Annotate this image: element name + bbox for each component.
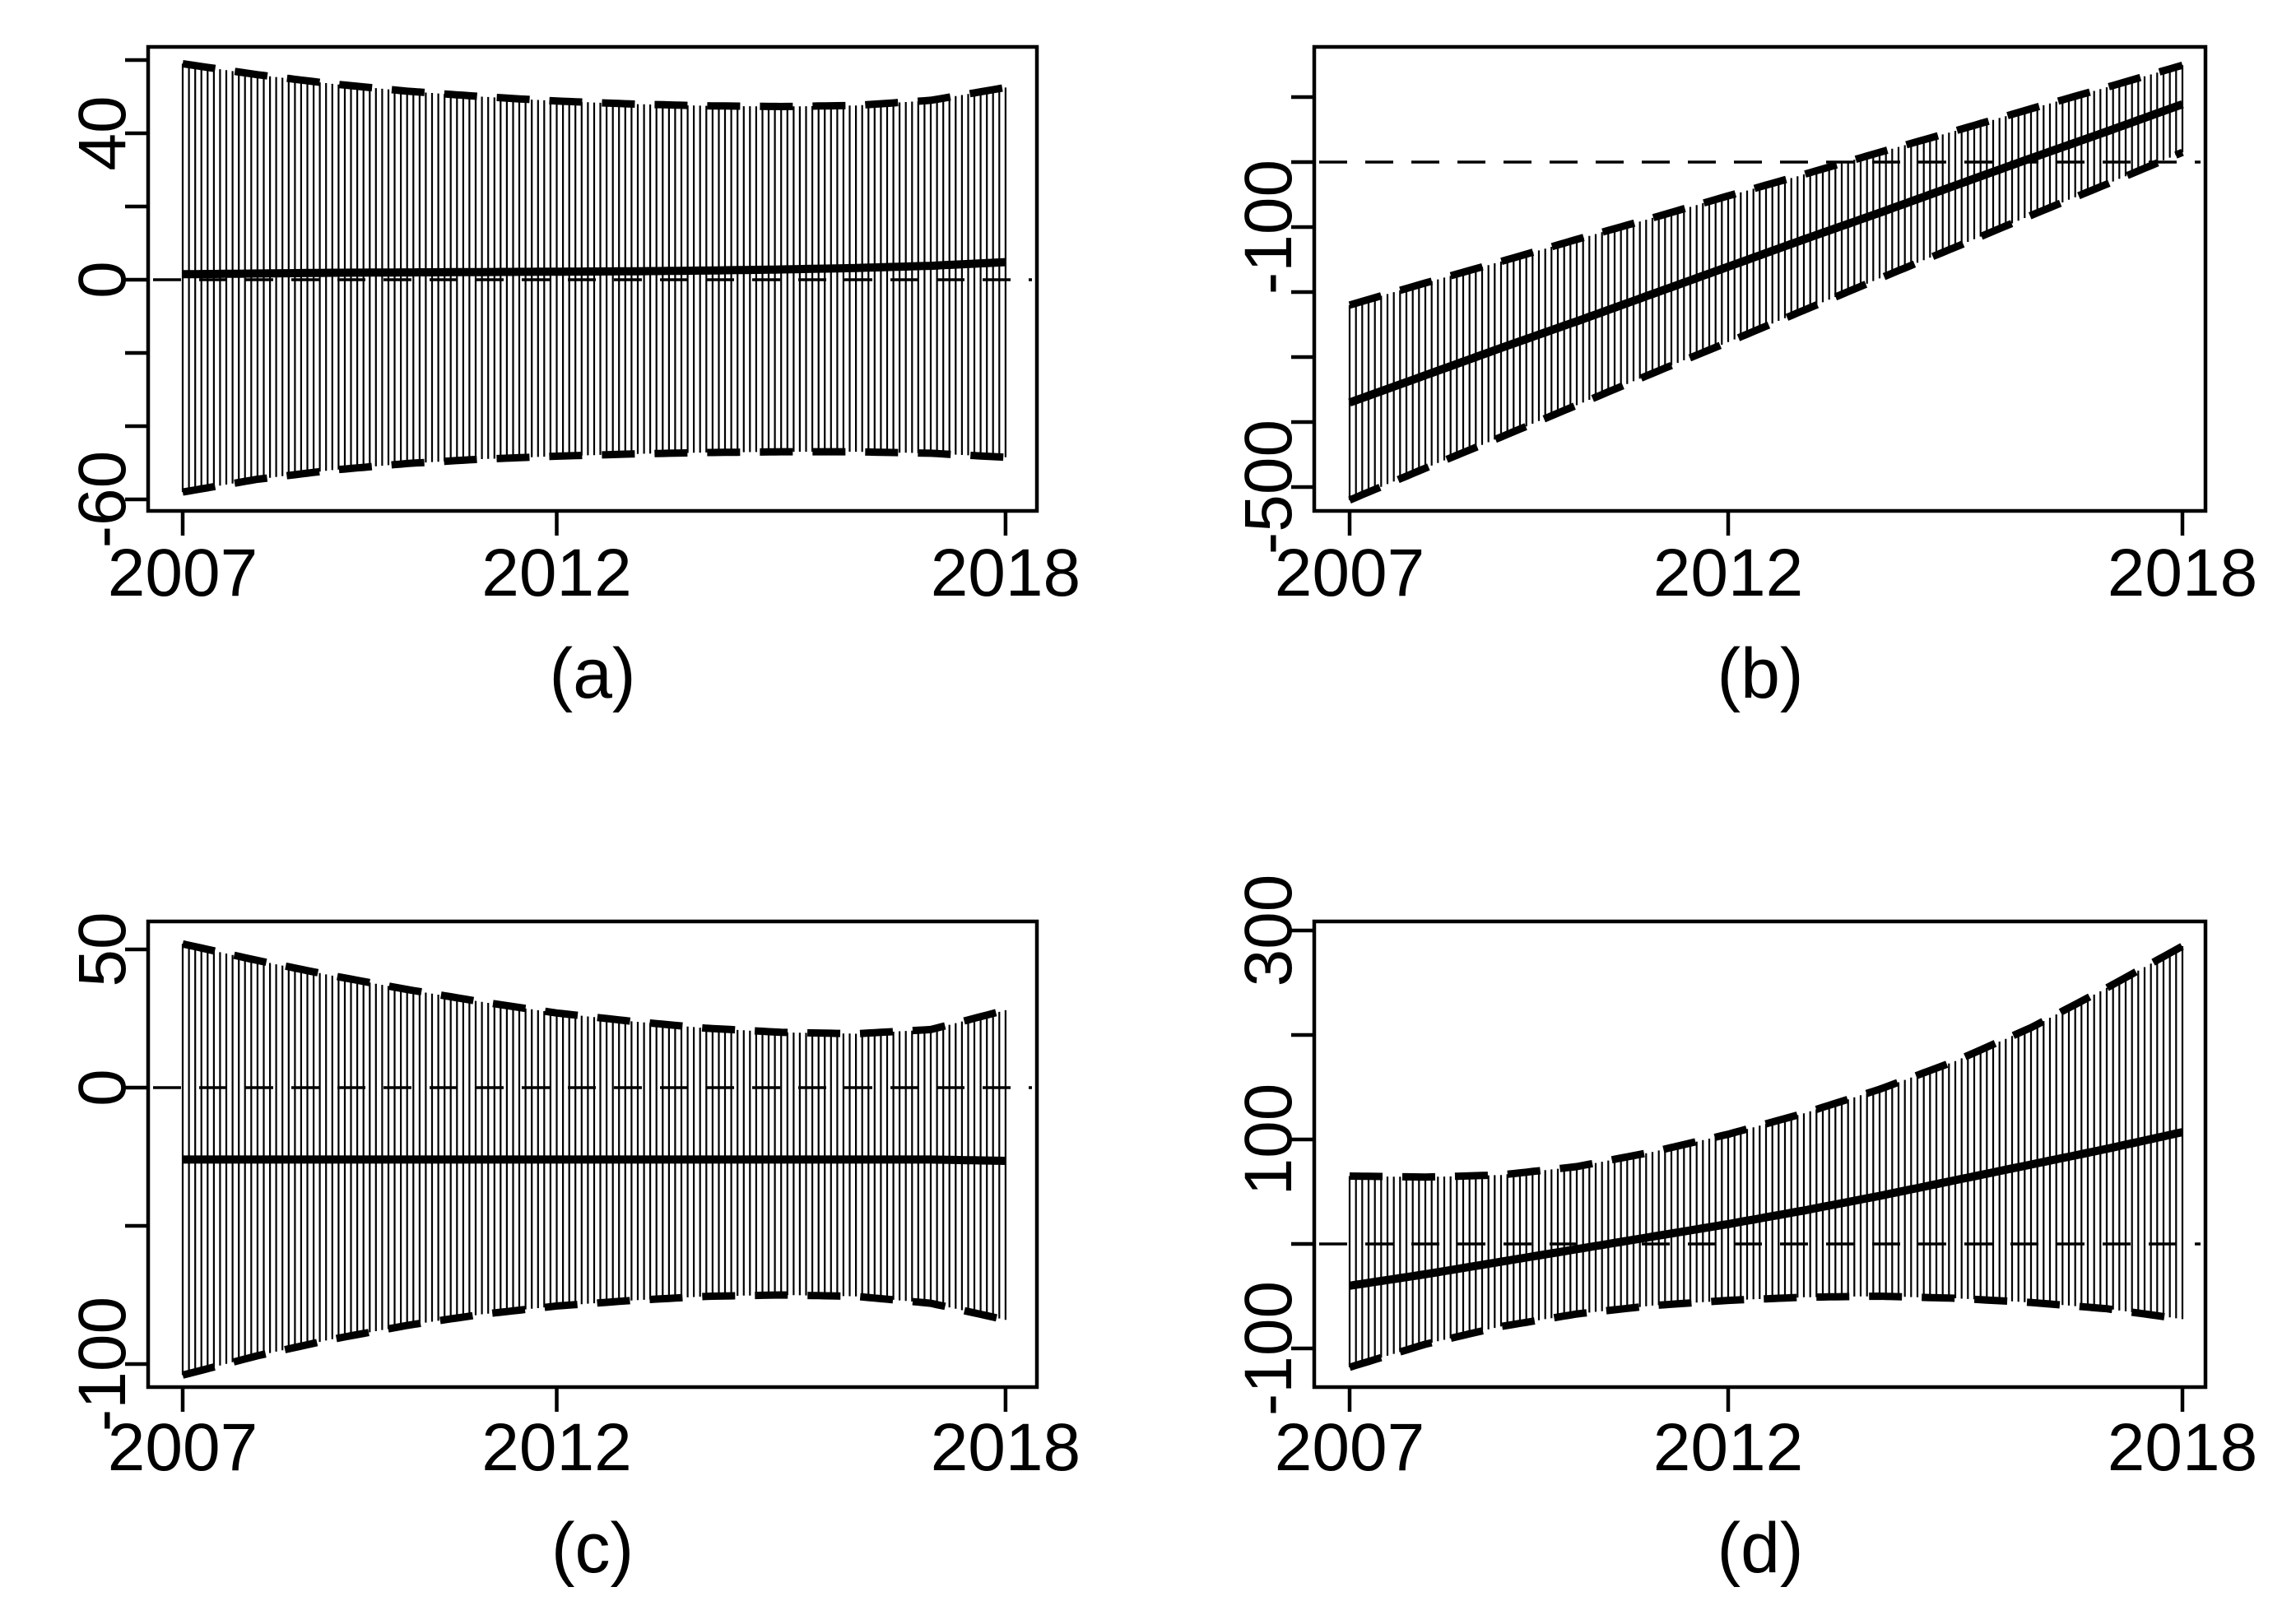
lower-envelope-line [181, 1291, 1006, 1379]
x-tick-label: 2007 [108, 536, 258, 610]
upper-envelope-line [182, 940, 1007, 1038]
y-tick-label: -500 [1231, 420, 1306, 555]
y-tick-label: -60 [65, 451, 140, 549]
x-tick-label: 2007 [1275, 536, 1425, 610]
panel-letter-d: (d) [1717, 1509, 1804, 1588]
center-trend-line [183, 258, 1006, 279]
x-tick-label: 2012 [1653, 536, 1803, 610]
y-tick-label: 300 [1231, 875, 1306, 987]
center-trend-line [183, 1155, 1006, 1165]
y-tick-label: 40 [65, 95, 140, 170]
center-trend-line [1349, 1128, 2184, 1290]
x-tick-label: 2012 [481, 536, 631, 610]
plot-box [1312, 44, 2208, 513]
y-tick-label: -100 [1231, 160, 1306, 295]
x-tick-label: 2007 [1275, 1410, 1425, 1485]
y-tick-label: 0 [65, 261, 140, 299]
lower-envelope-line [1348, 149, 2184, 504]
lower-envelope-line [1348, 1292, 2183, 1371]
panel-letter-b: (b) [1717, 634, 1804, 713]
x-tick-label: 2018 [931, 1410, 1081, 1485]
y-tick-label: -100 [1231, 1281, 1306, 1416]
upper-envelope-line [1348, 61, 2184, 309]
plot-box [1312, 919, 2208, 1390]
y-tick-label: 50 [65, 912, 140, 986]
x-tick-label: 2012 [1653, 1410, 1803, 1485]
panel-letter-a: (a) [549, 634, 636, 713]
x-tick-label: 2007 [108, 1410, 258, 1485]
y-tick-label: -100 [65, 1297, 140, 1432]
plot-box [146, 919, 1039, 1390]
y-tick-label: 100 [1231, 1084, 1306, 1196]
x-tick-label: 2018 [2108, 536, 2257, 610]
panel-letter-c: (c) [551, 1509, 634, 1588]
y-tick-label: 0 [65, 1069, 140, 1107]
x-tick-label: 2018 [2108, 1410, 2257, 1485]
x-tick-label: 2018 [931, 536, 1081, 610]
center-trend-line [1348, 100, 2184, 406]
upper-envelope-line [1349, 943, 2185, 1181]
upper-envelope-line [182, 59, 1006, 111]
lower-envelope-line [182, 448, 1006, 496]
x-tick-label: 2012 [481, 1410, 631, 1485]
